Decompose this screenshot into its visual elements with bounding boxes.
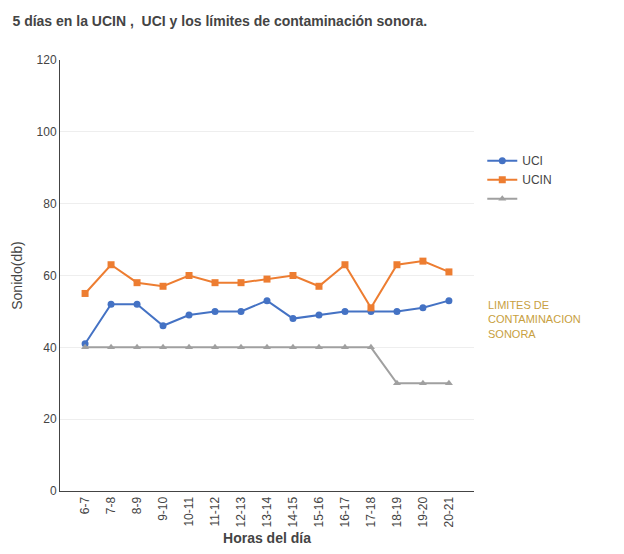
svg-text:UCIN: UCIN <box>522 173 551 187</box>
svg-text:11-12: 11-12 <box>208 496 222 526</box>
svg-text:14-15: 14-15 <box>286 496 300 527</box>
svg-text:12-13: 12-13 <box>234 496 248 527</box>
svg-text:19-20: 19-20 <box>416 496 430 527</box>
svg-text:9-10: 9-10 <box>156 496 170 520</box>
svg-text:20-21: 20-21 <box>442 496 456 527</box>
svg-text:100: 100 <box>37 125 57 139</box>
svg-text:18-19: 18-19 <box>390 496 404 527</box>
svg-text:10-11: 10-11 <box>182 496 196 526</box>
svg-text:120: 120 <box>37 53 57 67</box>
svg-text:16-17: 16-17 <box>338 496 352 527</box>
svg-text:UCI: UCI <box>522 154 543 168</box>
svg-text:15-16: 15-16 <box>312 496 326 527</box>
svg-text:7-8: 7-8 <box>104 496 118 514</box>
svg-text:80: 80 <box>43 197 57 211</box>
svg-text:20: 20 <box>43 412 57 426</box>
svg-text:5 días en la UCIN , UCI y los: 5 días en la UCIN , UCI y los límites de… <box>12 13 427 29</box>
svg-text:6-7: 6-7 <box>78 496 92 514</box>
svg-text:8-9: 8-9 <box>130 496 144 514</box>
svg-text:13-14: 13-14 <box>260 496 274 527</box>
svg-text:40: 40 <box>43 341 57 355</box>
svg-text:LIMITES DECONTAMINACIONSONORA: LIMITES DECONTAMINACIONSONORA <box>488 299 581 340</box>
svg-text:Sonido(db): Sonido(db) <box>9 241 25 310</box>
svg-text:Horas del día: Horas del día <box>223 530 311 546</box>
svg-text:17-18: 17-18 <box>364 496 378 527</box>
svg-text:0: 0 <box>50 484 57 498</box>
svg-text:60: 60 <box>43 269 57 283</box>
